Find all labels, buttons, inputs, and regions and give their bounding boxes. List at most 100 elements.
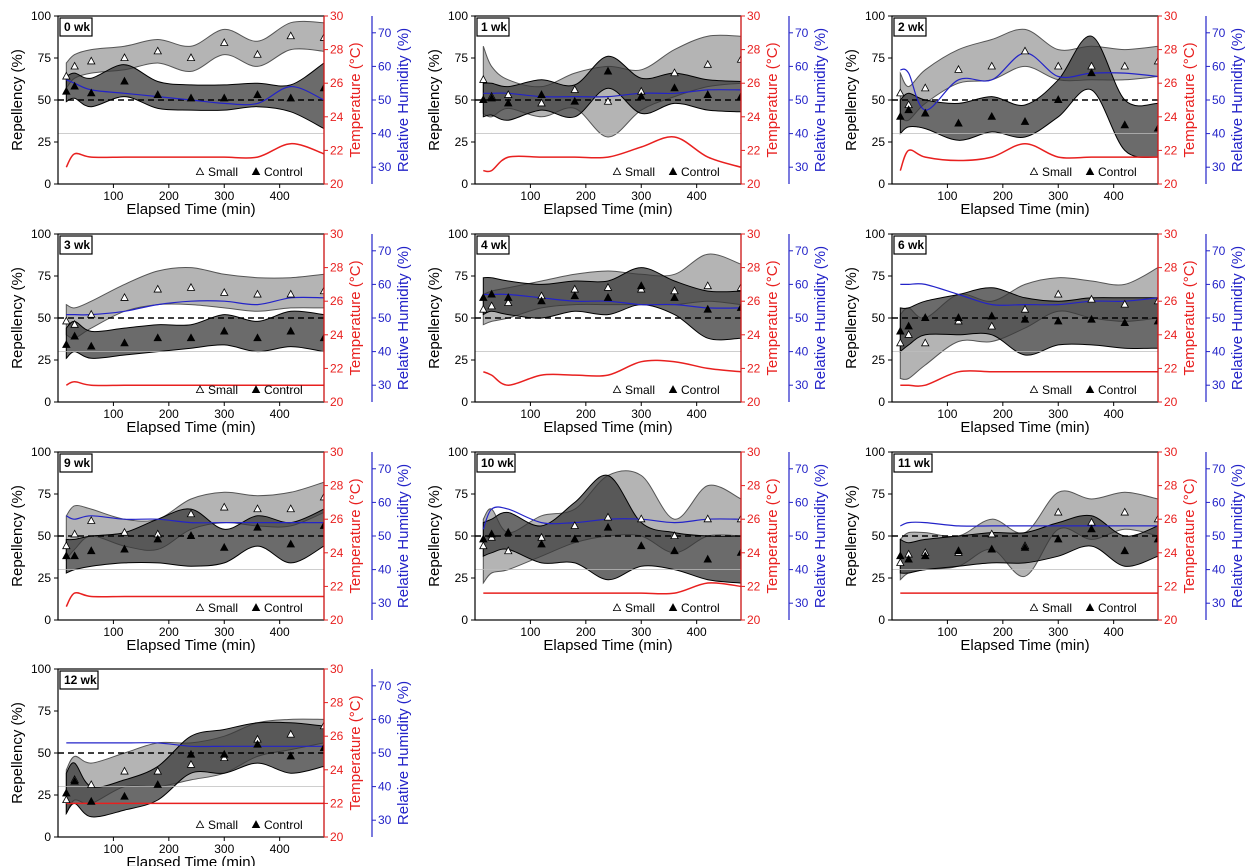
y2-axis-label: Temperature (°C) <box>347 478 364 593</box>
x-tick-label: 400 <box>687 625 707 639</box>
temperature-line <box>483 359 741 386</box>
control-point <box>703 90 713 98</box>
small-point <box>319 33 324 41</box>
legend: Small Control <box>195 818 303 832</box>
small-point <box>120 293 129 301</box>
legend-control-label: Control <box>1098 601 1137 615</box>
x-tick-label: 400 <box>1104 407 1124 421</box>
small-point <box>954 64 963 73</box>
y-tick-label: 0 <box>878 177 885 191</box>
small-point <box>186 53 196 61</box>
small-point <box>987 61 997 70</box>
temperature-line <box>65 142 324 168</box>
y2-tick-label: 28 <box>747 261 761 275</box>
panel-label: 10 wk <box>476 453 516 473</box>
legend: Small Control <box>195 601 303 615</box>
small-point <box>153 766 163 775</box>
panel-label: 0 wk <box>59 17 93 37</box>
y3-tick-label: 30 <box>1212 160 1226 174</box>
panel-label-text: 11 wk <box>898 456 930 470</box>
legend-small-marker <box>612 167 622 175</box>
control-point <box>1120 546 1130 555</box>
control-point <box>1153 316 1158 325</box>
y3-tick-label: 40 <box>378 780 392 794</box>
y3-tick-label: 50 <box>378 746 392 760</box>
x-tick-label: 300 <box>1048 407 1068 421</box>
panel-label-text: 10 wk <box>481 456 514 470</box>
x-tick-label: 200 <box>159 407 179 421</box>
x-axis-label: Elapsed Time (min) <box>960 637 1089 654</box>
y2-tick-label: 26 <box>330 729 344 743</box>
y2-tick-label: 22 <box>330 579 344 593</box>
x-tick-label: 400 <box>270 842 290 856</box>
y-tick-label: 0 <box>44 177 51 191</box>
legend-small-label: Small <box>1042 601 1072 615</box>
x-tick-label: 100 <box>937 407 957 421</box>
y-tick-label: 100 <box>31 227 51 241</box>
small-point <box>920 83 930 92</box>
y3-tick-label: 40 <box>795 345 809 359</box>
legend: Small Control <box>612 601 720 615</box>
y-tick-label: 25 <box>38 135 52 149</box>
y-axis-label: Repellency (%) <box>843 49 860 151</box>
legend-control-marker <box>1085 385 1095 393</box>
control-point <box>253 90 262 98</box>
small-point <box>1153 56 1158 65</box>
control-point <box>736 547 741 556</box>
y3-tick-label: 60 <box>1212 59 1226 73</box>
y3-tick-label: 70 <box>795 26 809 40</box>
small-point <box>86 780 96 788</box>
y-tick-label: 50 <box>872 93 886 107</box>
y-tick-label: 75 <box>872 51 886 65</box>
control-point <box>86 88 96 97</box>
control-point <box>62 551 71 560</box>
control-point <box>670 293 679 301</box>
y2-tick-label: 22 <box>330 361 344 375</box>
y3-tick-label: 50 <box>1212 529 1226 543</box>
control-point <box>703 554 713 563</box>
panel-label-box <box>59 670 99 690</box>
y-tick-label: 75 <box>872 487 886 501</box>
y3-tick-label: 70 <box>1212 462 1226 476</box>
y2-tick-label: 20 <box>747 395 761 409</box>
small-point <box>904 329 913 338</box>
y-tick-label: 0 <box>878 395 885 409</box>
small-point <box>153 46 163 55</box>
plot-area <box>892 28 1158 171</box>
control-point <box>86 796 96 805</box>
small-point <box>86 516 96 524</box>
y3-tick-label: 50 <box>795 93 809 107</box>
legend-control-marker <box>251 167 261 175</box>
legend-small-marker <box>612 603 622 611</box>
control-point <box>954 313 963 321</box>
control-point <box>319 521 324 529</box>
x-tick-label: 100 <box>937 625 957 639</box>
control-point <box>120 76 129 85</box>
panel-9-wk: 0 25 50 75 100 100 200 300 400 Elapsed Time (min)… <box>9 445 412 654</box>
y2-tick-label: 28 <box>1164 261 1178 275</box>
control-point <box>987 544 997 553</box>
y-axis-label: Repellency (%) <box>426 267 443 369</box>
x-tick-label: 200 <box>576 407 596 421</box>
small-point <box>503 90 513 98</box>
x-axis-label: Elapsed Time (min) <box>543 419 672 436</box>
panel-label-box <box>59 235 93 255</box>
x-tick-label: 200 <box>576 625 596 639</box>
legend-small-label: Small <box>208 165 238 179</box>
small-point <box>286 289 296 298</box>
small-point <box>286 31 296 40</box>
panel-label: 6 wk <box>893 235 927 255</box>
x-axis-label: Elapsed Time (min) <box>126 854 255 866</box>
humidity-line <box>66 79 324 106</box>
plot-area <box>58 481 324 607</box>
legend-control-marker <box>1085 603 1095 611</box>
temperature-line <box>65 591 324 607</box>
control-point <box>1120 120 1130 129</box>
legend-small-marker <box>195 385 205 393</box>
small-point <box>670 68 679 77</box>
y3-tick-label: 50 <box>1212 93 1226 107</box>
panel-label-box <box>476 235 510 255</box>
legend: Small Control <box>612 165 720 179</box>
small-point <box>570 85 580 93</box>
y2-tick-label: 28 <box>1164 479 1178 493</box>
